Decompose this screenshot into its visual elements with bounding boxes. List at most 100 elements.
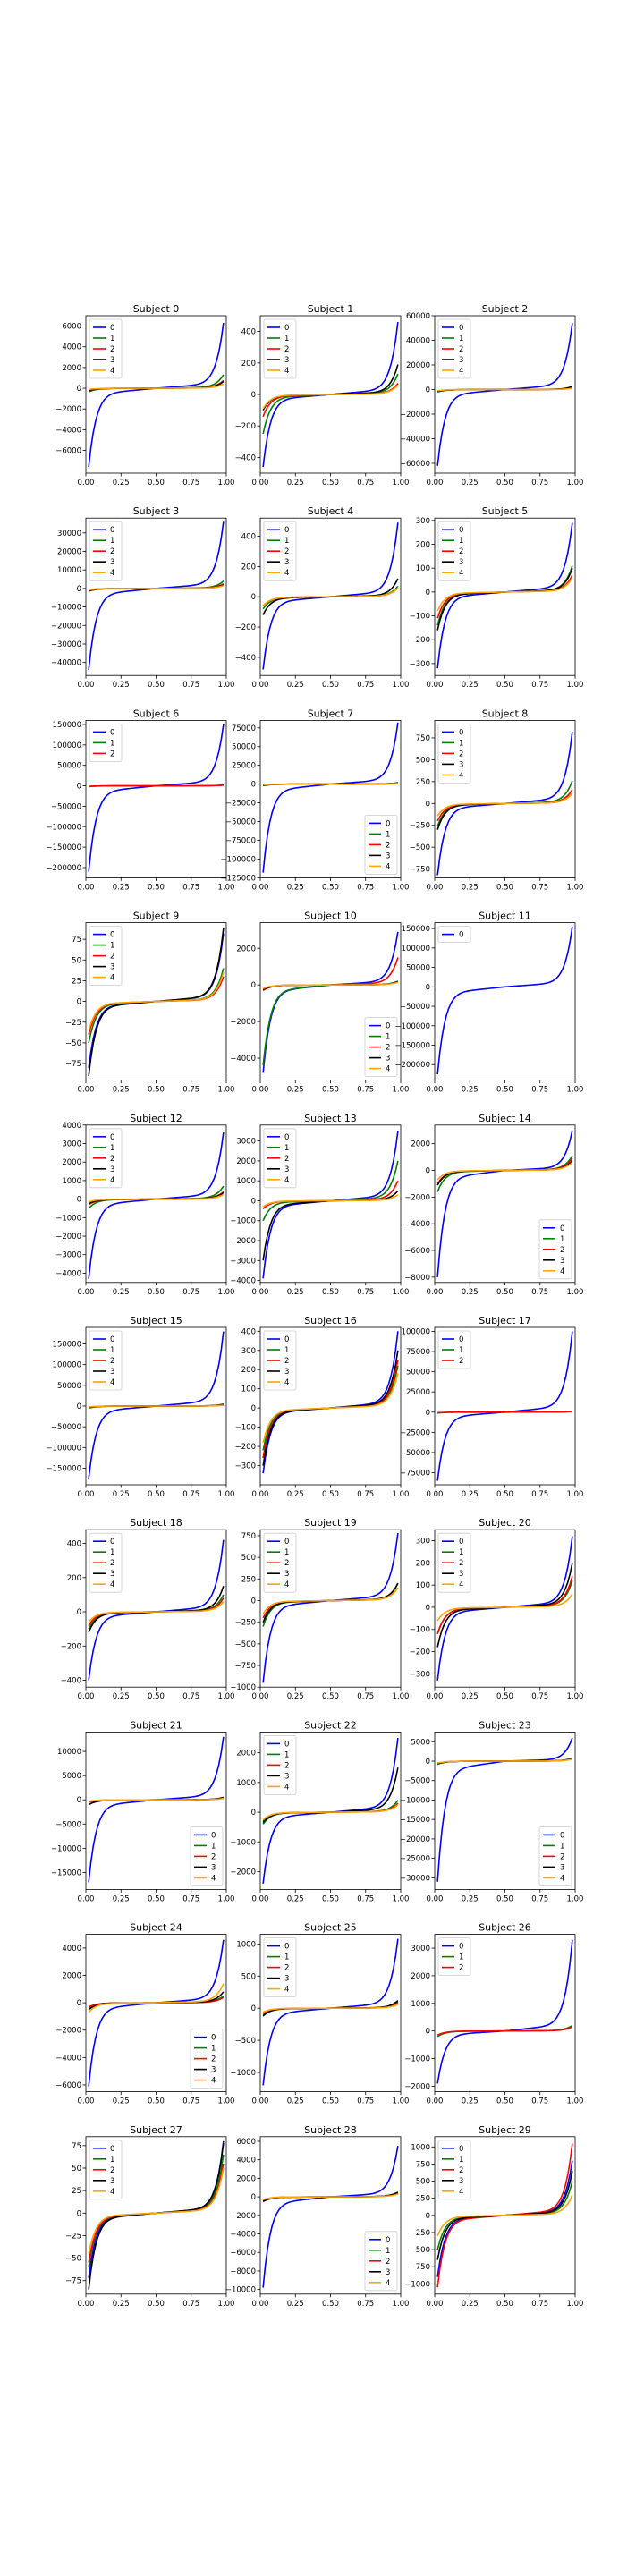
x-tick-label: 0.00 [78,1490,95,1499]
legend-label: 2 [459,750,463,758]
legend-label: 1 [459,1548,463,1557]
x-tick-label: 0.25 [287,2300,304,2309]
subplot-subject-21: Subject 21 0.00 0.25 0.50 0.75 1.00 −15000 −100… [51,1719,235,1903]
legend-label: 2 [110,345,114,354]
x-tick-label: 0.00 [427,2097,444,2106]
subplot-title: Subject 2 [482,303,529,315]
legend-label: 1 [110,537,114,546]
y-tick-label: −200 [410,1648,430,1657]
y-tick-label: 300 [242,1347,256,1356]
legend-label: 2 [110,1155,114,1164]
y-tick-label: 50000 [57,762,81,771]
y-tick-label: −6000 [55,2081,81,2090]
y-tick-label: 2000 [62,1158,81,1167]
y-tick-label: 0 [251,981,256,990]
x-tick-label: 0.50 [496,1086,513,1095]
y-tick-label: 300 [416,517,430,526]
series-line-4 [262,2004,399,2013]
legend-label: 3 [110,1165,114,1174]
legend-label: 1 [459,537,463,546]
x-tick-label: 0.50 [496,2300,513,2309]
y-tick-label: −1000 [230,2069,256,2078]
y-tick-label: −4000 [55,1269,81,1278]
y-tick-label: −100000 [394,1022,430,1031]
y-tick-label: −50000 [225,818,256,827]
subplot-subject-28: Subject 28 0.00 0.25 0.50 0.75 1.00 −10000 −800… [225,2124,410,2309]
legend-label: 3 [386,2268,390,2277]
series-line-4 [262,981,399,990]
legend-label: 4 [211,2077,216,2086]
y-tick-label: 500 [416,756,430,765]
y-tick-label: 750 [242,1532,256,1541]
x-tick-label: 0.25 [287,883,304,892]
legend-label: 2 [459,2166,463,2175]
x-tick-label: 1.00 [218,1894,235,1903]
legend-label: 1 [110,1144,114,1153]
subplot-subject-24: Subject 24 0.00 0.25 0.50 0.75 1.00 −6000 −4000… [55,1922,234,2106]
legend-label: 2 [560,1246,564,1255]
x-tick-label: 0.75 [182,2300,199,2309]
x-tick-label: 0.00 [78,1894,95,1903]
x-tick-label: 0.00 [78,1288,95,1297]
subplot-title: Subject 0 [133,303,180,315]
y-tick-label: 2000 [62,364,81,373]
legend-label: 0 [110,1133,114,1142]
legend-label: 4 [284,1378,289,1387]
y-tick-label: −100 [410,1626,430,1635]
legend-label: 0 [110,324,114,333]
x-tick-label: 0.25 [113,1894,130,1903]
y-tick-label: 0 [426,983,430,992]
y-tick-label: 4000 [62,1122,81,1131]
x-tick-label: 0.50 [148,2300,165,2309]
x-tick-label: 1.00 [567,1288,584,1297]
series-line-1 [88,1185,225,1209]
y-tick-label: 6000 [62,323,81,332]
y-tick-label: −150000 [46,843,81,852]
x-tick-label: 0.50 [496,681,513,690]
legend-label: 3 [459,2177,463,2186]
subplot-subject-2: Subject 2 0.00 0.25 0.50 0.75 1.00 −60000 −4000… [400,303,584,487]
x-tick-label: 0.50 [322,2300,339,2309]
series-line-4 [436,792,573,817]
x-tick-label: 0.75 [182,2097,199,2106]
y-tick-label: −1000 [404,2280,430,2289]
series-line-4 [436,1758,573,1764]
legend-label: 4 [459,771,463,780]
x-tick-label: 0.75 [531,1288,548,1297]
series-line-4 [262,1804,399,1820]
x-tick-label: 0.75 [531,1692,548,1701]
legend-label: 1 [386,830,390,839]
y-tick-label: 50000 [406,964,430,973]
legend-label: 4 [284,1176,289,1185]
legend-label: 4 [284,1986,289,1995]
x-tick-label: 0.25 [113,1490,130,1499]
legend-label: 0 [284,1740,289,1749]
legend-label: 0 [284,1335,289,1344]
legend-label: 4 [110,367,114,376]
x-tick-label: 1.00 [393,2300,410,2309]
y-tick-label: −25000 [400,1428,430,1437]
x-tick-label: 0.75 [357,2300,374,2309]
y-tick-label: −30000 [400,1874,430,1883]
y-tick-label: 20000 [406,361,430,370]
legend-label: 0 [284,526,289,535]
y-tick-label: −2000 [55,405,81,414]
legend-label: 0 [459,1943,463,1952]
legend-label: 2 [386,1044,390,1053]
legend-label: 3 [459,558,463,567]
legend-label: 2 [459,1357,463,1366]
legend-label: 3 [284,1975,289,1984]
y-tick-label: −500 [410,2246,430,2255]
y-tick-label: −100 [410,613,430,622]
y-tick-label: −75 [65,2277,81,2286]
x-tick-label: 0.75 [531,883,548,892]
legend-label: 4 [110,1378,114,1387]
y-tick-label: 2000 [236,2174,256,2183]
series-line-4 [263,783,398,786]
x-tick-label: 1.00 [393,1894,410,1903]
legend-label: 0 [459,1538,463,1546]
